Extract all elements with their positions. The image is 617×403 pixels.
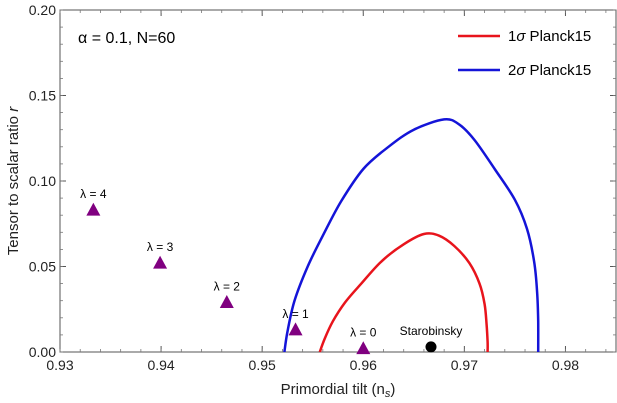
- lambda-point: [86, 202, 101, 216]
- contour-1sigma: [318, 232, 489, 353]
- data-points: λ = 4 λ = 3 λ = 2 λ = 1 λ = 0 Starobinsky: [80, 187, 463, 355]
- lambda-label: λ = 3: [147, 240, 174, 254]
- param-annotation: α = 0.1, N=60: [78, 30, 175, 47]
- contours: [283, 118, 540, 353]
- contour-2sigma: [283, 118, 540, 353]
- x-tick-label: 0.93: [46, 357, 73, 373]
- x-tick-label: 0.95: [249, 357, 276, 373]
- legend-label-1sigma: 1σ Planck15: [508, 28, 591, 45]
- lambda-label: λ = 4: [80, 187, 107, 201]
- y-tick-label: 0.15: [29, 88, 56, 104]
- legend-label-2sigma: 2σ Planck15: [508, 62, 591, 79]
- lambda-label: λ = 1: [282, 307, 309, 321]
- ticks: 0.93 0.94 0.95 0.96 0.97 0.98 0.00 0.05 0.10 0.15…: [29, 2, 616, 373]
- lambda-point: [219, 295, 234, 309]
- y-tick-label: 0.00: [29, 344, 56, 360]
- y-tick-label: 0.05: [29, 259, 56, 275]
- starobinsky-point: [425, 341, 437, 353]
- lambda-point: [356, 341, 371, 355]
- x-tick-label: 0.98: [552, 357, 579, 373]
- lambda-label: λ = 2: [214, 279, 241, 293]
- legend: 1σ Planck15 2σ Planck15: [458, 28, 591, 79]
- x-axis-title: Primordial tilt (ns): [281, 381, 396, 400]
- lambda-point: [288, 322, 303, 336]
- x-tick-label: 0.94: [147, 357, 174, 373]
- y-tick-label: 0.10: [29, 173, 56, 189]
- x-tick-label: 0.97: [451, 357, 478, 373]
- lambda-point: [153, 255, 168, 269]
- y-tick-label: 0.20: [29, 2, 56, 18]
- starobinsky-label: Starobinsky: [400, 324, 463, 338]
- lambda-label: λ = 0: [350, 326, 377, 340]
- y-axis-title: Tensor to scalar ratio r: [5, 106, 22, 255]
- x-tick-label: 0.96: [350, 357, 377, 373]
